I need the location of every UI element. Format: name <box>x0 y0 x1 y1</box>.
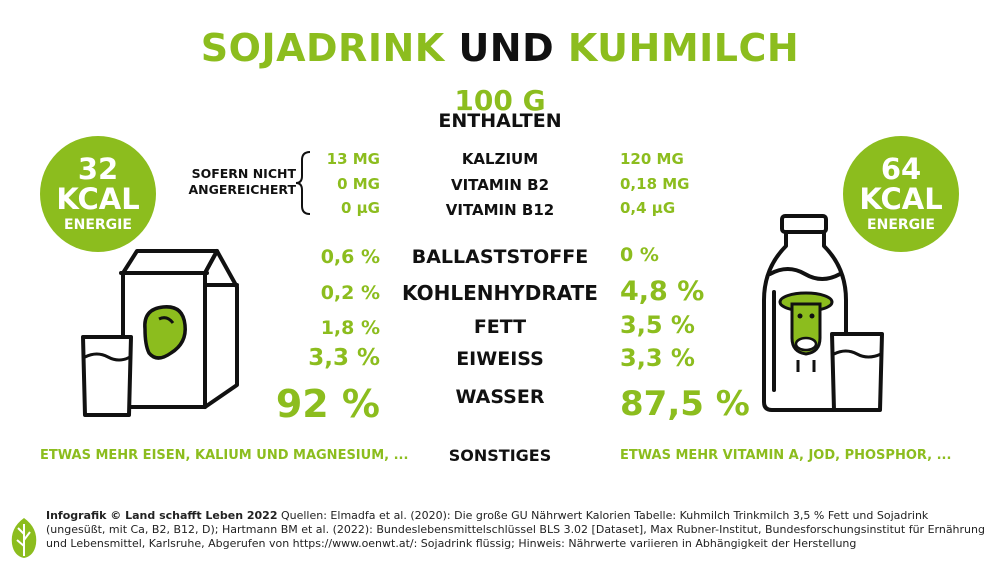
soy-energy-value: 32 <box>77 152 119 186</box>
header-contains: ENTHALTEN <box>438 110 562 132</box>
milk-bottle-icon <box>762 214 884 412</box>
cow-icon <box>778 291 834 372</box>
label-b2: VITAMIN B2 <box>450 176 550 194</box>
label-fat: FETT <box>473 316 527 338</box>
milk-energy-value: 64 <box>880 152 922 186</box>
label-water: WASSER <box>455 386 545 408</box>
milk-b2: 0,18 MG <box>620 175 690 193</box>
leaf-logo-icon <box>11 518 37 558</box>
soy-energy-label: ENERGIE <box>64 217 132 233</box>
footer-sources: Infografik © Land schafft Leben 2022 Que… <box>46 509 986 551</box>
title-soy: SOJADRINK <box>200 26 445 70</box>
milk-glass-icon <box>830 332 884 412</box>
header-amount: 100 G <box>454 84 546 117</box>
milk-energy-badge: 64 KCAL ENERGIE <box>843 136 959 252</box>
milk-fat: 3,5 % <box>620 311 695 339</box>
label-fiber: BALLASTSTOFFE <box>411 246 589 268</box>
label-other: SONSTIGES <box>448 446 552 465</box>
milk-fiber: 0 % <box>620 244 659 266</box>
soy-fat: 1,8 % <box>320 317 380 339</box>
milk-energy-label: ENERGIE <box>867 217 935 233</box>
milk-other: ETWAS MEHR VITAMIN A, JOD, PHOSPHOR, ... <box>620 448 952 463</box>
soy-carbs: 0,2 % <box>320 282 380 304</box>
label-protein: EIWEISS <box>456 348 544 370</box>
note-line-2: ANGEREICHERT <box>188 182 296 197</box>
soy-other: ETWAS MEHR EISEN, KALIUM UND MAGNESIUM, … <box>40 448 409 463</box>
soy-energy-unit: KCAL <box>56 182 140 216</box>
soy-calcium: 13 MG <box>326 150 380 168</box>
soy-water: 92 % <box>275 382 380 426</box>
fortification-note: SOFERN NICHT ANGEREICHERT <box>172 166 296 198</box>
brace-icon <box>295 151 311 215</box>
note-line-1: SOFERN NICHT <box>191 166 296 181</box>
soy-energy-badge: 32 KCAL ENERGIE <box>40 136 156 252</box>
title-and: UND <box>458 26 555 70</box>
milk-b12: 0,4 µG <box>620 199 676 217</box>
footer-text: Quellen: Elmadfa et al. (2020): Die groß… <box>46 509 985 550</box>
soy-protein: 3,3 % <box>308 345 380 371</box>
soy-fiber: 0,6 % <box>320 246 380 268</box>
soy-glass-icon <box>81 335 133 417</box>
milk-energy-unit: KCAL <box>859 182 943 216</box>
soy-b12: 0 µG <box>340 199 380 217</box>
milk-water: 87,5 % <box>620 384 750 424</box>
label-calcium: KALZIUM <box>461 150 539 168</box>
label-b12: VITAMIN B12 <box>445 201 555 219</box>
soy-b2: 0 MG <box>337 175 380 193</box>
milk-carbs: 4,8 % <box>620 276 705 307</box>
footer-copyright: Infografik © Land schafft Leben 2022 <box>46 509 278 522</box>
milk-protein: 3,3 % <box>620 344 695 372</box>
page-title: SOJADRINK UND KUHMILCH <box>0 26 1000 70</box>
title-milk: KUHMILCH <box>567 26 800 70</box>
label-carbs: KOHLENHYDRATE <box>402 281 598 305</box>
soy-carton-icon <box>81 249 239 417</box>
milk-calcium: 120 MG <box>620 150 684 168</box>
